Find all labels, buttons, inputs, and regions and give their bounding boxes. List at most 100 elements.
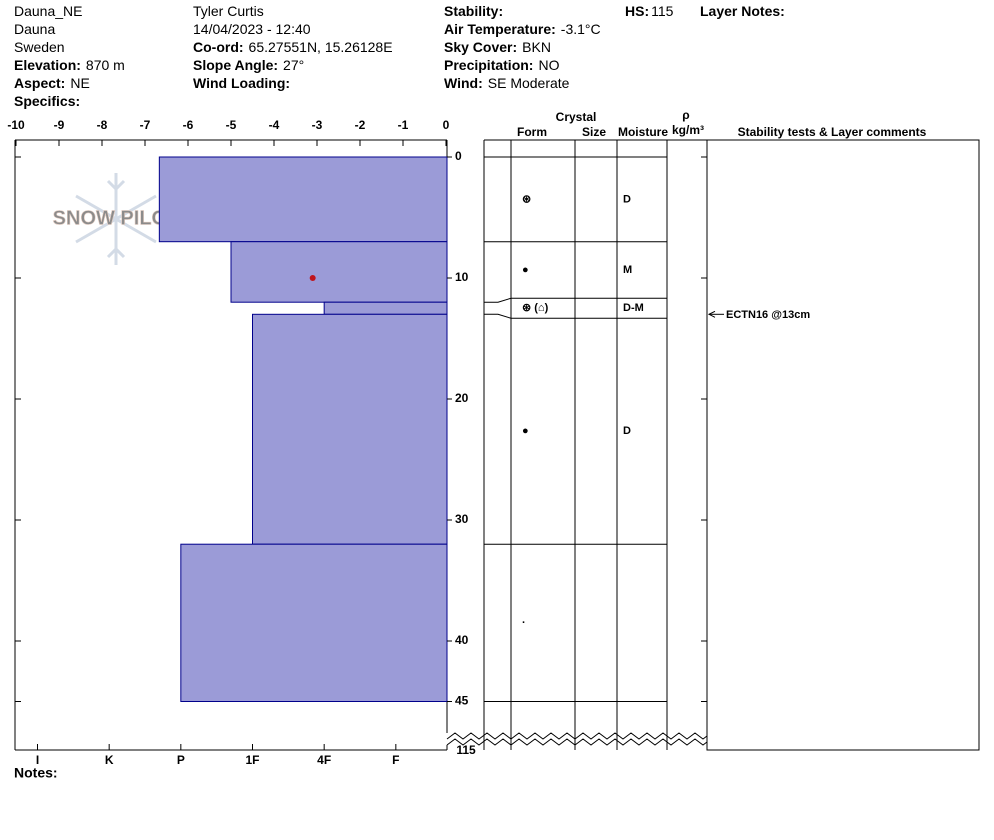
y-tick-label: 0 — [455, 149, 462, 163]
x-tick-label: -10 — [7, 118, 25, 132]
header-field: Elevation: 870 m — [14, 57, 125, 73]
hardness-tick-label: 1F — [245, 753, 259, 767]
header-field: Tyler Curtis — [193, 3, 264, 19]
layer-connector — [484, 313, 512, 319]
watermark-text: SNOW PILOT — [53, 207, 180, 229]
notes-label: Notes: — [14, 765, 58, 781]
grain-form: · — [522, 617, 526, 629]
field-label: Specifics: — [14, 93, 80, 109]
hardness-bar — [252, 313, 448, 545]
header-field: HS: 115 — [625, 3, 674, 19]
field-label: Co-ord: — [193, 39, 244, 55]
x-tick-label: -6 — [183, 118, 194, 132]
header-field: Precipitation: NO — [444, 57, 560, 73]
grain-form: ● — [522, 264, 529, 276]
field-label: Stability: — [444, 3, 503, 19]
header-form: Form — [517, 125, 547, 139]
grain-form: ● — [522, 425, 529, 437]
header-field: 14/04/2023 - 12:40 — [193, 21, 311, 37]
header-field: Sweden — [14, 39, 65, 55]
moisture: D — [623, 193, 631, 205]
table-header: Crystal Form Size Moisture ρ kg/m³ Stabi… — [517, 108, 927, 139]
field-value: 14/04/2023 - 12:40 — [193, 21, 311, 37]
field-label: Layer Notes: — [700, 3, 785, 19]
field-value: Dauna_NE — [14, 3, 83, 19]
x-tick-label: -7 — [140, 118, 151, 132]
y-tick-label: 40 — [455, 633, 469, 647]
comments-box — [706, 139, 980, 751]
header-moisture: Moisture — [618, 125, 668, 139]
field-value: NO — [538, 57, 559, 73]
hardness-tick-label: K — [105, 753, 114, 767]
temperature-point — [309, 275, 316, 281]
table-columns — [483, 140, 668, 750]
header-field: Specifics: — [14, 93, 80, 109]
field-value: 115 — [651, 3, 674, 19]
hardness-bar — [323, 301, 448, 315]
x-tick-label: 0 — [443, 118, 450, 132]
field-value: 65.27551N, 15.26128E — [249, 39, 393, 55]
field-value: 870 m — [86, 57, 125, 73]
x-tick-label: -5 — [226, 118, 237, 132]
header-density: kg/m³ — [672, 123, 704, 137]
field-label: HS: — [625, 3, 649, 19]
field-value: Tyler Curtis — [193, 3, 264, 19]
test-arrowhead — [707, 310, 716, 318]
field-value: Dauna — [14, 21, 55, 37]
hardness-tick-label: F — [392, 753, 399, 767]
header-field: Air Temperature: -3.1°C — [444, 21, 601, 37]
header-field: Wind: SE Moderate — [444, 75, 570, 91]
total-depth-label: 115 — [456, 743, 476, 757]
x-tick-label: -3 — [312, 118, 323, 132]
test-label: ECTN16 @13cm — [726, 309, 810, 321]
header-field: Slope Angle: 27° — [193, 57, 304, 73]
y-tick-label: 10 — [455, 270, 469, 284]
header-crystal: Crystal — [556, 110, 597, 124]
watermark-logo: SNOW PILOT — [52, 173, 180, 265]
field-value: SE Moderate — [488, 75, 570, 91]
x-tick-label: -2 — [355, 118, 366, 132]
field-label: Slope Angle: — [193, 57, 278, 73]
header-field: Sky Cover: BKN — [444, 39, 551, 55]
moisture: D — [623, 425, 631, 437]
y-tick-label: 30 — [455, 512, 469, 526]
grain-form: ⊛ — [522, 193, 531, 205]
field-value: BKN — [522, 39, 551, 55]
header-rho: ρ — [682, 108, 689, 122]
header-field: Dauna_NE — [14, 3, 83, 19]
x-tick-label: -4 — [269, 118, 280, 132]
y-tick-label: 20 — [455, 391, 469, 405]
y-tick-label: 45 — [455, 694, 469, 708]
field-label: Wind Loading: — [193, 75, 290, 91]
header-field: Dauna — [14, 21, 55, 37]
hardness-bar — [158, 156, 448, 243]
moisture: M — [623, 264, 632, 276]
layer-connector — [484, 297, 512, 303]
header-comments: Stability tests & Layer comments — [738, 125, 927, 139]
field-label: Precipitation: — [444, 57, 533, 73]
hardness-tick-label: I — [36, 753, 39, 767]
header-field: Aspect: NE — [14, 75, 90, 91]
field-value: 27° — [283, 57, 304, 73]
field-label: Aspect: — [14, 75, 65, 91]
hardness-bar — [180, 543, 448, 703]
field-label: Sky Cover: — [444, 39, 517, 55]
grain-form: ⊛ (⌂) — [522, 302, 549, 314]
header-field: Co-ord: 65.27551N, 15.26128E — [193, 39, 393, 55]
moisture: D-M — [623, 302, 644, 314]
field-label: Wind: — [444, 75, 483, 91]
hardness-tick-label: 4F — [317, 753, 331, 767]
x-tick-label: -1 — [398, 118, 409, 132]
header-field: Stability: — [444, 3, 503, 19]
header-field: Wind Loading: — [193, 75, 290, 91]
depth-break — [446, 732, 708, 746]
field-label: Elevation: — [14, 57, 81, 73]
header-field: Layer Notes: — [700, 3, 785, 19]
field-label: Air Temperature: — [444, 21, 556, 37]
x-tick-label: -9 — [54, 118, 65, 132]
x-tick-label: -8 — [97, 118, 108, 132]
hardness-bar — [230, 241, 448, 303]
field-value: NE — [70, 75, 89, 91]
hardness-tick-label: P — [177, 753, 185, 767]
